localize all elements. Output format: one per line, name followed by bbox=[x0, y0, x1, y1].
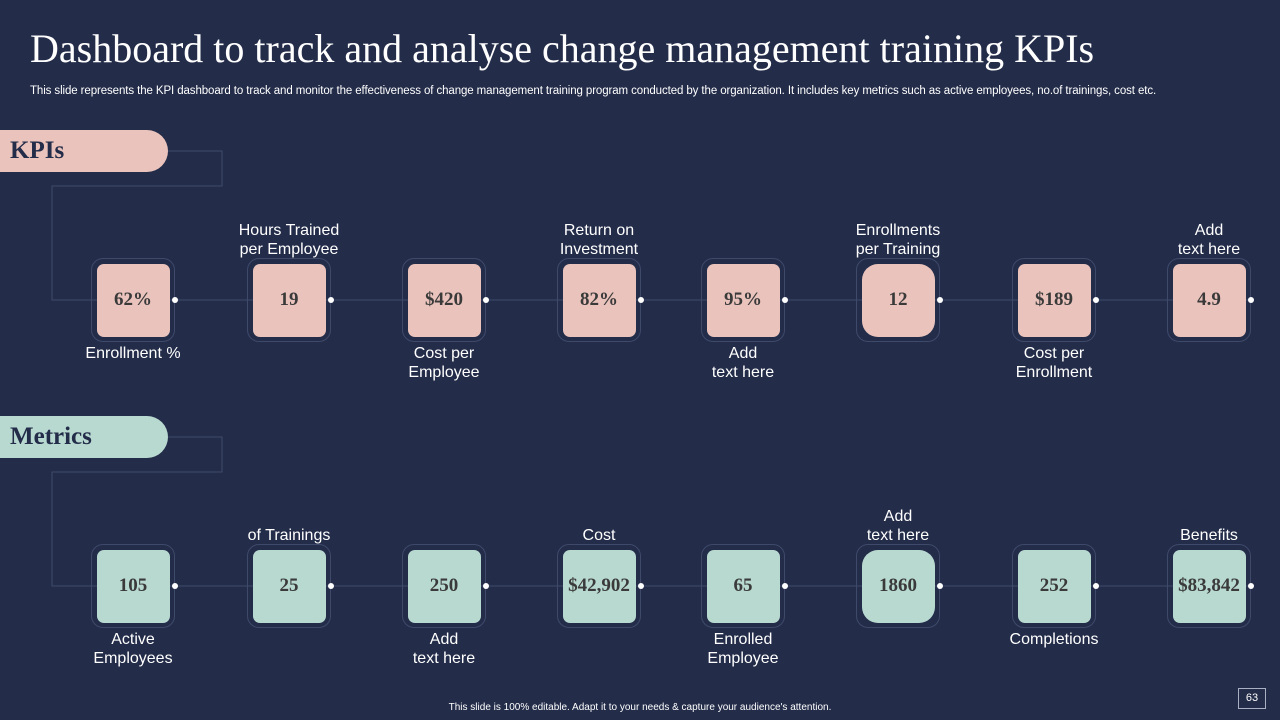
page-number: 63 bbox=[1238, 688, 1266, 709]
metric-card-label: Active Employees bbox=[93, 631, 173, 667]
kpi-card-value: 82% bbox=[562, 263, 636, 337]
kpi-card-label: Add text here bbox=[711, 345, 775, 381]
metric-card-label: Benefits bbox=[1180, 527, 1238, 544]
kpi-card-label: Enrollments per Training bbox=[855, 222, 941, 258]
kpi-card-label: Enrollment % bbox=[85, 345, 181, 362]
metric-card-value: 1860 bbox=[861, 549, 935, 623]
kpi-connector-dot bbox=[172, 297, 178, 303]
kpi-connector-dot bbox=[483, 297, 489, 303]
kpi-card-label: Cost per Enrollment bbox=[1015, 345, 1093, 381]
metric-connector-dot bbox=[483, 583, 489, 589]
metric-connector-dot bbox=[172, 583, 178, 589]
kpi-card-label: Return on Investment bbox=[559, 222, 639, 258]
kpis-section-header: KPIs bbox=[0, 130, 168, 172]
metric-card-label: Add text here bbox=[866, 508, 930, 544]
kpi-card-value: $420 bbox=[407, 263, 481, 337]
metrics-bracket-line bbox=[51, 436, 223, 587]
metric-card-value: $83,842 bbox=[1172, 549, 1246, 623]
metric-card-value: 250 bbox=[407, 549, 481, 623]
metric-card-label: Cost bbox=[582, 527, 616, 544]
kpi-connector-dot bbox=[1248, 297, 1254, 303]
metric-card-label: Add text here bbox=[412, 631, 476, 667]
metric-card-value: $42,902 bbox=[562, 549, 636, 623]
footer-note: This slide is 100% editable. Adapt it to… bbox=[448, 702, 832, 713]
metric-card-value: 105 bbox=[96, 549, 170, 623]
page-subtitle: This slide represents the KPI dashboard … bbox=[30, 85, 1157, 97]
kpi-connector-dot bbox=[937, 297, 943, 303]
kpi-card-value: 95% bbox=[706, 263, 780, 337]
metric-card-label: Completions bbox=[1009, 631, 1099, 648]
metric-card-label: of Trainings bbox=[247, 527, 331, 544]
metric-card-value: 25 bbox=[252, 549, 326, 623]
page-title: Dashboard to track and analyse change ma… bbox=[30, 26, 1095, 71]
metric-connector-dot bbox=[328, 583, 334, 589]
kpi-card-label: Hours Trained per Employee bbox=[238, 222, 340, 258]
kpi-connector-dot bbox=[782, 297, 788, 303]
kpi-card-value: 12 bbox=[861, 263, 935, 337]
kpi-bracket-line bbox=[51, 150, 223, 301]
metric-connector-dot bbox=[1248, 583, 1254, 589]
metric-card-value: 252 bbox=[1017, 549, 1091, 623]
metrics-section-header: Metrics bbox=[0, 416, 168, 458]
kpi-card-value: 4.9 bbox=[1172, 263, 1246, 337]
metric-card-value: 65 bbox=[706, 549, 780, 623]
kpi-card-value: 62% bbox=[96, 263, 170, 337]
kpi-card-value: $189 bbox=[1017, 263, 1091, 337]
kpi-card-label: Cost per Employee bbox=[408, 345, 480, 381]
kpi-card-value: 19 bbox=[252, 263, 326, 337]
kpi-connector-dot bbox=[328, 297, 334, 303]
kpi-connector-dot bbox=[638, 297, 644, 303]
metric-connector-dot bbox=[638, 583, 644, 589]
metric-connector-dot bbox=[1093, 583, 1099, 589]
metric-connector-dot bbox=[782, 583, 788, 589]
metric-card-label: Enrolled Employee bbox=[707, 631, 779, 667]
kpi-connector-dot bbox=[1093, 297, 1099, 303]
metric-connector-dot bbox=[937, 583, 943, 589]
kpi-card-label: Add text here bbox=[1177, 222, 1241, 258]
